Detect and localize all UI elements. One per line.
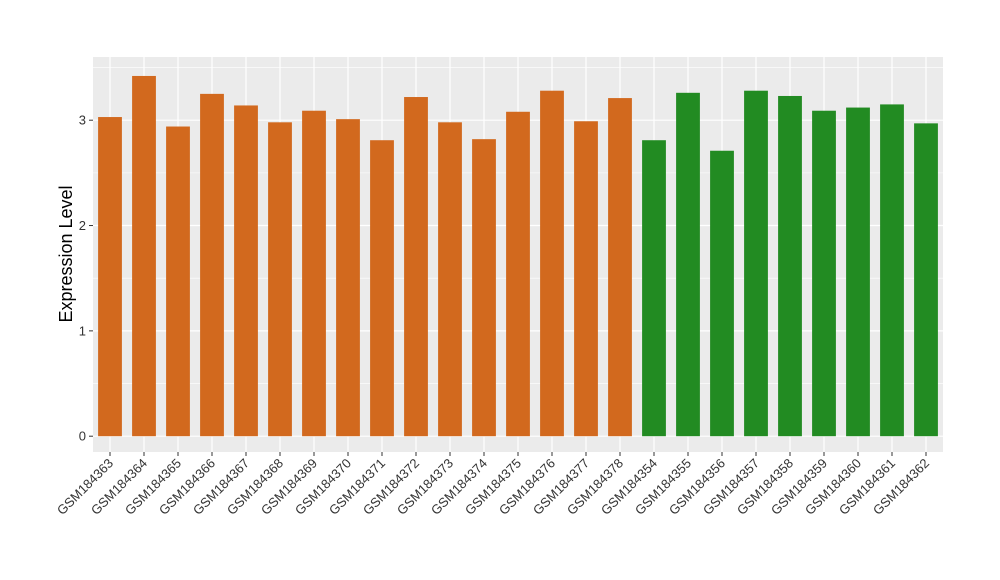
bar (336, 119, 360, 437)
y-tick-label: 0 (79, 429, 86, 444)
bar (812, 110, 836, 437)
bar (846, 107, 870, 437)
bar (472, 139, 496, 437)
bar (438, 122, 462, 437)
bar (98, 117, 122, 437)
bar (268, 122, 292, 437)
bar (404, 97, 428, 437)
bar (676, 92, 700, 437)
y-tick-label: 3 (79, 113, 86, 128)
bar (778, 95, 802, 437)
bar (642, 140, 666, 437)
x-axis-ticks: GSM184363GSM184364GSM184365GSM184366GSM1… (54, 452, 932, 518)
bar (574, 121, 598, 437)
bar (370, 140, 394, 437)
bar (744, 90, 768, 437)
bar (234, 105, 258, 437)
bar (710, 150, 734, 437)
bar (540, 90, 564, 437)
y-tick-label: 1 (79, 323, 86, 338)
bar (132, 75, 156, 437)
bar (506, 111, 530, 437)
bar (200, 93, 224, 437)
bar (608, 98, 632, 437)
y-axis-ticks: 0 1 2 3 (79, 113, 93, 444)
bar (914, 123, 938, 437)
bar (880, 104, 904, 437)
bar (302, 110, 326, 437)
y-axis-title: Expression Level (56, 185, 76, 322)
bar (166, 126, 190, 437)
bars (98, 75, 938, 437)
y-tick-label: 2 (79, 218, 86, 233)
